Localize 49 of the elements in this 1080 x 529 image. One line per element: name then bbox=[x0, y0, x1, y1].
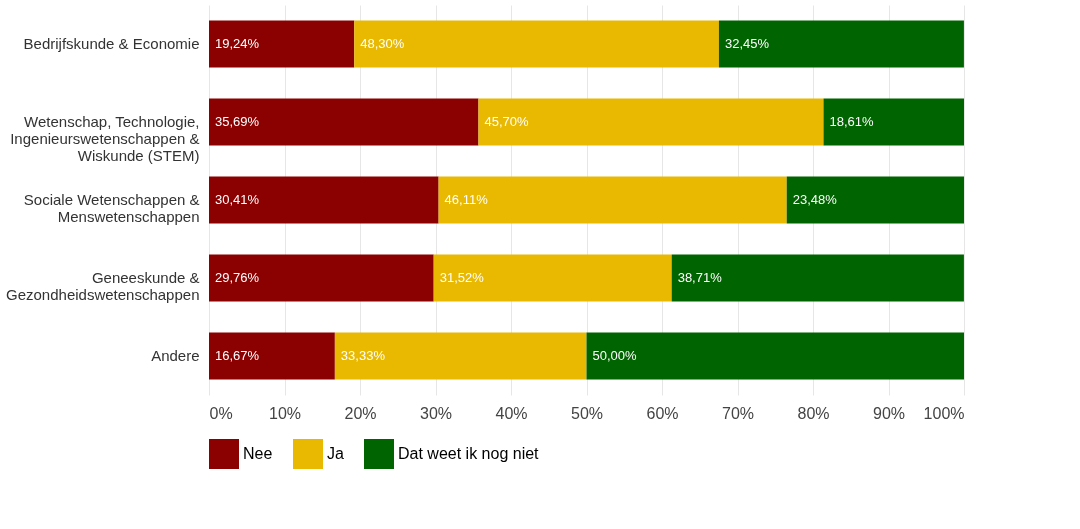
data-label: 48,30% bbox=[360, 36, 405, 51]
data-label: 46,11% bbox=[444, 192, 489, 207]
data-label: 31,52% bbox=[439, 270, 485, 285]
x-tick-label: 0% bbox=[209, 404, 233, 422]
y-tick-label: Wetenschap, Technologie, Ingenieurswetenschappen & Wiskunde (STEM) bbox=[10, 113, 200, 164]
x-tick-label: 40% bbox=[495, 404, 528, 422]
data-label: 16,67% bbox=[215, 348, 260, 363]
x-tick-label: 80% bbox=[797, 404, 830, 422]
bar bbox=[354, 20, 719, 68]
data-label: 38,71% bbox=[677, 270, 723, 285]
bar bbox=[209, 20, 355, 68]
data-label: 32,45% bbox=[724, 36, 770, 51]
y-tick-label: Sociale Wetenschappen & Menswetenschappen bbox=[23, 191, 200, 225]
data-label: 35,69% bbox=[215, 114, 260, 129]
bar bbox=[823, 98, 964, 146]
bar bbox=[433, 254, 672, 302]
x-tick-label: 70% bbox=[721, 404, 755, 422]
bar bbox=[209, 332, 335, 380]
data-label: 45,70% bbox=[484, 114, 529, 129]
x-tick-label: 30% bbox=[419, 404, 453, 422]
data-label: 33,33% bbox=[340, 348, 386, 363]
x-tick-label: 60% bbox=[646, 404, 679, 422]
bar bbox=[586, 332, 964, 380]
bar bbox=[209, 98, 479, 146]
data-label: 29,76% bbox=[215, 270, 260, 285]
data-label: 50,00% bbox=[592, 348, 638, 363]
x-tick-label: 20% bbox=[344, 404, 377, 422]
y-tick-label: Geneeskunde & Gezondheidswetenschappen bbox=[6, 269, 200, 303]
bar bbox=[209, 176, 439, 224]
bar bbox=[438, 176, 787, 224]
bar bbox=[209, 254, 434, 302]
bar bbox=[478, 98, 824, 146]
data-label: 19,24% bbox=[215, 36, 260, 51]
bar bbox=[786, 176, 964, 224]
data-label: 30,41% bbox=[215, 192, 260, 207]
legend-label: Ja bbox=[327, 445, 344, 462]
data-label: 23,48% bbox=[792, 192, 838, 207]
x-tick-label: 90% bbox=[872, 404, 906, 422]
bar bbox=[334, 332, 587, 380]
y-tick-label: Andere bbox=[151, 347, 200, 364]
bar bbox=[718, 20, 964, 68]
x-tick-label: 100% bbox=[923, 404, 965, 422]
data-label: 18,61% bbox=[829, 114, 875, 129]
legend-label: Dat weet ik nog niet bbox=[398, 445, 540, 462]
x-tick-label: 50% bbox=[570, 404, 604, 422]
y-tick-label: Bedrijfskunde & Economie bbox=[23, 35, 200, 52]
x-tick-label: 10% bbox=[268, 404, 302, 422]
legend-label: Nee bbox=[243, 445, 273, 462]
bar bbox=[671, 254, 964, 302]
